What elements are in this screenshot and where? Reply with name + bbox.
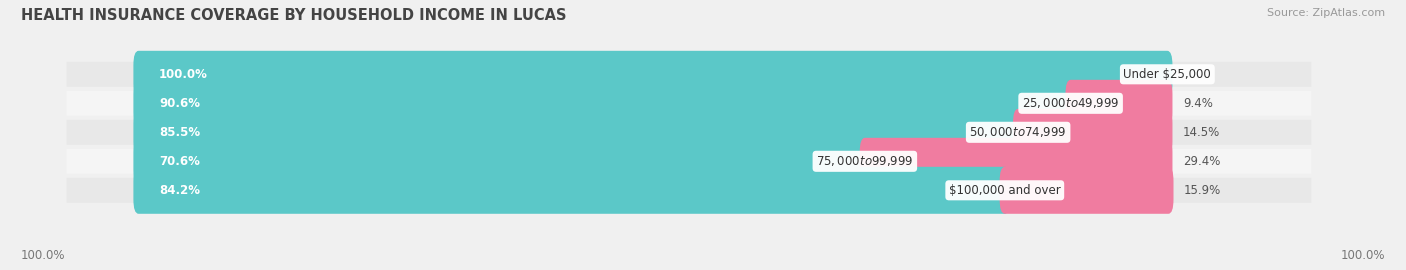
FancyBboxPatch shape <box>1012 109 1173 156</box>
Text: $25,000 to $49,999: $25,000 to $49,999 <box>1022 96 1119 110</box>
Legend: With Coverage, Without Coverage: With Coverage, Without Coverage <box>558 268 820 270</box>
FancyBboxPatch shape <box>134 167 1010 214</box>
Text: 15.9%: 15.9% <box>1184 184 1220 197</box>
FancyBboxPatch shape <box>66 149 1312 174</box>
FancyBboxPatch shape <box>66 178 1312 203</box>
FancyBboxPatch shape <box>134 80 1076 127</box>
Text: $50,000 to $74,999: $50,000 to $74,999 <box>969 125 1067 139</box>
FancyBboxPatch shape <box>859 138 1173 185</box>
Text: 85.5%: 85.5% <box>159 126 200 139</box>
FancyBboxPatch shape <box>134 109 1024 156</box>
FancyBboxPatch shape <box>66 91 1312 116</box>
Text: 9.4%: 9.4% <box>1182 97 1212 110</box>
FancyBboxPatch shape <box>134 138 870 185</box>
FancyBboxPatch shape <box>1066 80 1173 127</box>
Text: 84.2%: 84.2% <box>159 184 200 197</box>
Text: 100.0%: 100.0% <box>21 249 66 262</box>
Text: 100.0%: 100.0% <box>159 68 208 81</box>
Text: 100.0%: 100.0% <box>1340 249 1385 262</box>
Text: 90.6%: 90.6% <box>159 97 200 110</box>
Text: $100,000 and over: $100,000 and over <box>949 184 1060 197</box>
FancyBboxPatch shape <box>1000 167 1174 214</box>
Text: 14.5%: 14.5% <box>1182 126 1220 139</box>
Text: HEALTH INSURANCE COVERAGE BY HOUSEHOLD INCOME IN LUCAS: HEALTH INSURANCE COVERAGE BY HOUSEHOLD I… <box>21 8 567 23</box>
Text: Source: ZipAtlas.com: Source: ZipAtlas.com <box>1267 8 1385 18</box>
FancyBboxPatch shape <box>66 120 1312 145</box>
FancyBboxPatch shape <box>134 51 1173 98</box>
Text: 70.6%: 70.6% <box>159 155 200 168</box>
Text: Under $25,000: Under $25,000 <box>1123 68 1211 81</box>
FancyBboxPatch shape <box>66 62 1312 87</box>
Text: 29.4%: 29.4% <box>1182 155 1220 168</box>
Text: $75,000 to $99,999: $75,000 to $99,999 <box>815 154 914 168</box>
